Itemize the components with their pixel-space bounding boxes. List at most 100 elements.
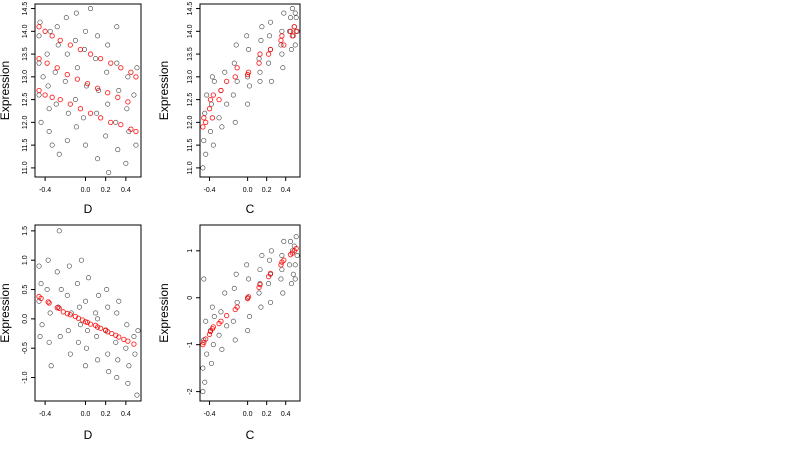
y-tick-label: 14.0 bbox=[22, 24, 29, 38]
x-tick-label: 0.4 bbox=[281, 187, 291, 194]
fitted-point bbox=[87, 110, 94, 116]
fitted-point bbox=[128, 69, 134, 75]
data-point bbox=[53, 101, 59, 107]
data-point bbox=[74, 65, 80, 71]
data-point bbox=[52, 69, 58, 75]
data-point bbox=[82, 142, 88, 148]
data-point bbox=[210, 342, 216, 348]
y-tick-label: 13.0 bbox=[22, 70, 29, 84]
fitted-point bbox=[45, 299, 51, 305]
data-point bbox=[82, 363, 88, 369]
fitted-point bbox=[203, 119, 209, 126]
data-point bbox=[211, 78, 217, 84]
fitted-point bbox=[77, 106, 84, 112]
y-axis-label: Expression bbox=[157, 283, 171, 342]
fitted-point bbox=[36, 24, 42, 30]
data-point bbox=[113, 339, 119, 345]
y-tick-label: 11.5 bbox=[187, 138, 194, 151]
data-point bbox=[281, 238, 287, 244]
fitted-point bbox=[118, 65, 124, 71]
data-point bbox=[57, 333, 63, 339]
data-point bbox=[257, 78, 263, 84]
y-tick-label: 1.0 bbox=[22, 255, 29, 265]
fitted-point bbox=[203, 336, 209, 342]
data-point bbox=[224, 323, 230, 329]
y-tick-label: 12.5 bbox=[187, 93, 194, 107]
data-point bbox=[232, 337, 238, 343]
fitted-point bbox=[210, 92, 216, 98]
fitted-point bbox=[97, 55, 104, 62]
fitted-point bbox=[49, 94, 55, 100]
data-point bbox=[36, 263, 42, 269]
data-point bbox=[45, 83, 51, 89]
data-point bbox=[244, 33, 250, 39]
data-point bbox=[203, 318, 209, 324]
data-point bbox=[72, 97, 78, 103]
x-tick-label: 0.4 bbox=[121, 411, 131, 418]
y-tick-label: 14.5 bbox=[22, 2, 29, 16]
data-point bbox=[202, 110, 208, 116]
y-tick-label: 12.0 bbox=[22, 115, 29, 129]
data-point bbox=[96, 292, 102, 298]
fitted-point bbox=[115, 94, 121, 100]
data-point bbox=[56, 228, 62, 234]
data-point bbox=[62, 78, 68, 84]
fitted-point bbox=[281, 42, 287, 48]
y-tick-label: 0.5 bbox=[22, 285, 29, 295]
data-point bbox=[54, 269, 60, 275]
data-point bbox=[258, 37, 264, 43]
fitted-point bbox=[209, 115, 216, 121]
data-point bbox=[105, 42, 111, 48]
fitted-point bbox=[49, 33, 55, 39]
fitted-point bbox=[232, 74, 238, 80]
data-point bbox=[268, 248, 274, 254]
fitted-point bbox=[281, 257, 287, 263]
data-point bbox=[266, 281, 272, 287]
data-point bbox=[131, 92, 137, 98]
data-point bbox=[95, 33, 101, 39]
data-point bbox=[80, 115, 86, 121]
data-point bbox=[114, 310, 120, 316]
data-point bbox=[125, 74, 131, 80]
y-tick-label: 11.0 bbox=[187, 161, 194, 174]
data-point bbox=[125, 380, 131, 386]
data-point bbox=[279, 267, 285, 273]
panel-top-left: -0.4 0.0 0.2 0.4 11.0 11.5 12.0 12.5 13.0 13.5 14.… bbox=[0, 2, 142, 216]
data-point bbox=[123, 160, 129, 166]
data-point bbox=[266, 60, 272, 66]
data-point bbox=[230, 318, 236, 324]
data-point bbox=[207, 128, 213, 134]
data-point bbox=[208, 101, 214, 107]
fitted-point bbox=[97, 115, 104, 121]
data-point bbox=[256, 56, 262, 62]
data-point bbox=[115, 357, 121, 363]
fitted-point bbox=[200, 124, 206, 130]
data-point bbox=[105, 304, 111, 310]
y-tick-label: -1.0 bbox=[22, 371, 29, 383]
fitted-point bbox=[200, 342, 206, 348]
fitted-point bbox=[67, 312, 73, 318]
data-point bbox=[95, 156, 101, 162]
fitted-point bbox=[201, 115, 207, 121]
panel-top-right: -0.4 0.0 0.2 0.4 11.0 11.5 12.0 12.5 13.0 13.5 14.… bbox=[157, 2, 301, 216]
fitted-point bbox=[46, 300, 52, 306]
x-tick-label: -0.4 bbox=[203, 411, 215, 418]
y-tick-label: 12.0 bbox=[187, 115, 194, 129]
y-tick-label: 13.5 bbox=[22, 47, 29, 61]
fitted-point bbox=[38, 295, 44, 301]
data-point bbox=[244, 262, 250, 268]
data-point bbox=[292, 10, 298, 16]
fitted-point bbox=[118, 121, 124, 128]
data-point bbox=[202, 379, 208, 385]
x-axis-label: C bbox=[246, 202, 255, 216]
fitted-point bbox=[224, 78, 230, 85]
data-point bbox=[56, 151, 62, 157]
data-point bbox=[292, 262, 298, 268]
fitted-point bbox=[74, 76, 81, 82]
y-tick-label: 13.0 bbox=[187, 70, 194, 84]
data-point bbox=[115, 147, 121, 153]
data-point bbox=[201, 276, 207, 282]
data-point bbox=[38, 281, 44, 287]
data-point bbox=[67, 351, 73, 357]
data-point bbox=[247, 83, 253, 89]
